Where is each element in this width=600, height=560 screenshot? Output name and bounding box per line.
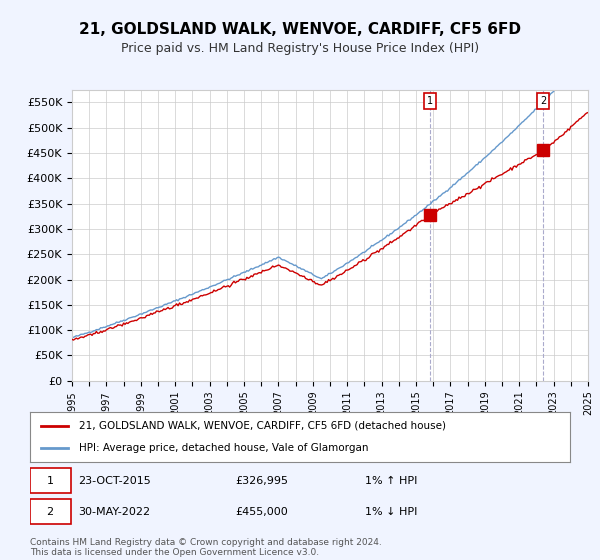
Text: 2: 2: [46, 507, 53, 517]
Text: £455,000: £455,000: [235, 507, 288, 517]
Text: 21, GOLDSLAND WALK, WENVOE, CARDIFF, CF5 6FD: 21, GOLDSLAND WALK, WENVOE, CARDIFF, CF5…: [79, 22, 521, 38]
Text: 1: 1: [427, 96, 433, 106]
Text: 1: 1: [46, 476, 53, 486]
FancyBboxPatch shape: [30, 469, 71, 493]
Text: HPI: Average price, detached house, Vale of Glamorgan: HPI: Average price, detached house, Vale…: [79, 443, 368, 453]
Text: Contains HM Land Registry data © Crown copyright and database right 2024.
This d: Contains HM Land Registry data © Crown c…: [30, 538, 382, 557]
Text: £326,995: £326,995: [235, 476, 288, 486]
Text: 30-MAY-2022: 30-MAY-2022: [79, 507, 151, 517]
FancyBboxPatch shape: [30, 500, 71, 524]
Text: 21, GOLDSLAND WALK, WENVOE, CARDIFF, CF5 6FD (detached house): 21, GOLDSLAND WALK, WENVOE, CARDIFF, CF5…: [79, 421, 446, 431]
Text: 2: 2: [541, 96, 547, 106]
Text: 1% ↓ HPI: 1% ↓ HPI: [365, 507, 417, 517]
Text: 1% ↑ HPI: 1% ↑ HPI: [365, 476, 417, 486]
Text: Price paid vs. HM Land Registry's House Price Index (HPI): Price paid vs. HM Land Registry's House …: [121, 42, 479, 55]
Text: 23-OCT-2015: 23-OCT-2015: [79, 476, 151, 486]
